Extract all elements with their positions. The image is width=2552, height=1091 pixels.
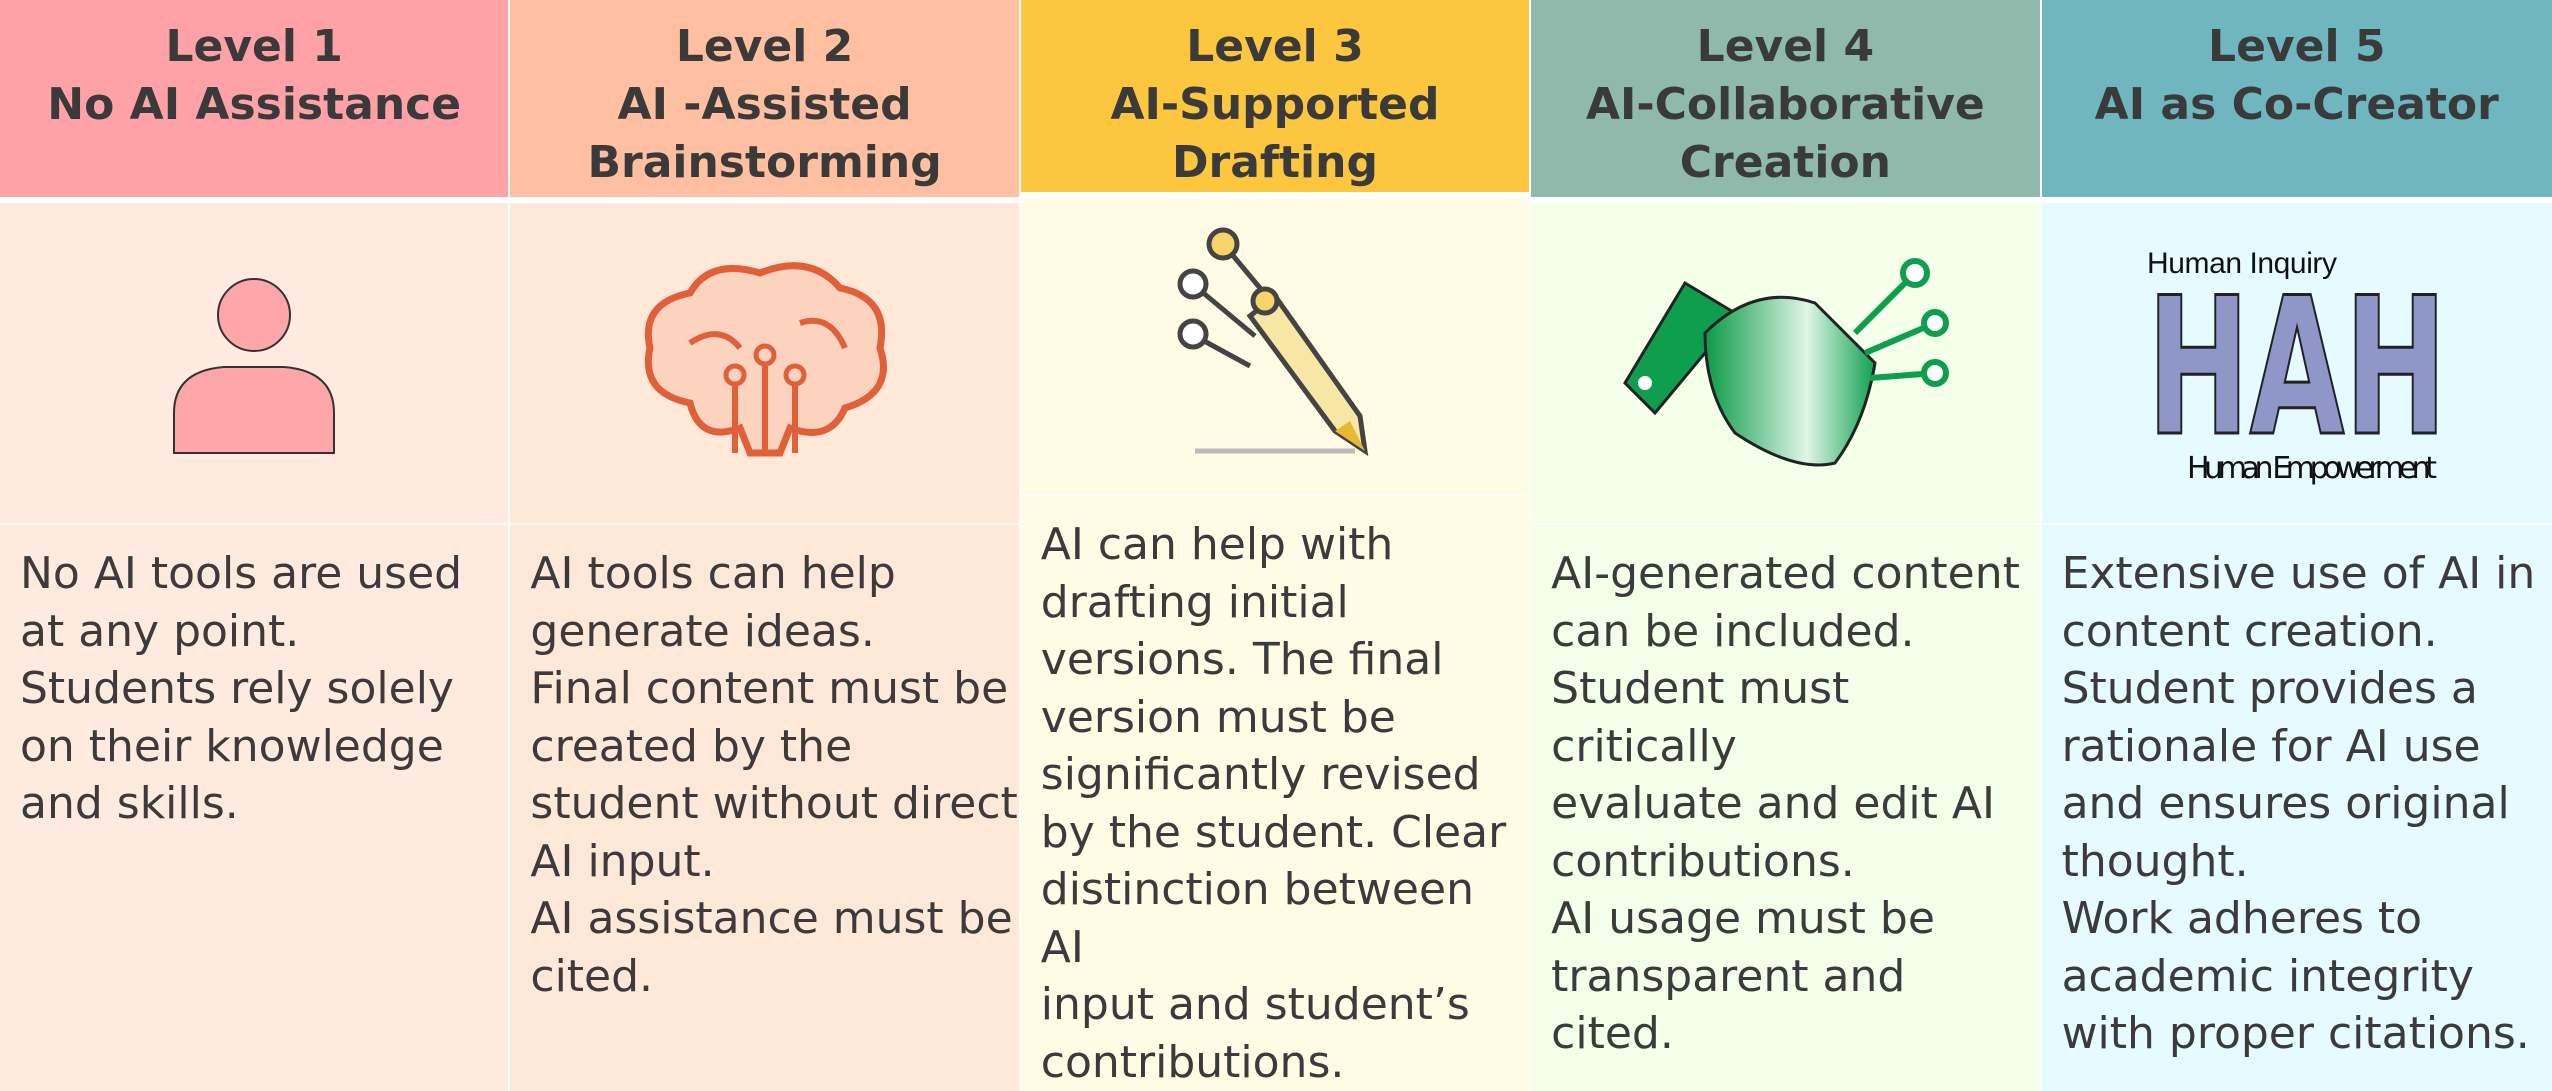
description-line: Student must critically	[1551, 663, 1850, 772]
level-icon	[0, 203, 509, 525]
level-header: Level 2 AI -Assisted Brainstorming	[510, 0, 1019, 203]
description-line: Students rely solely	[20, 663, 454, 714]
description-line: No AI tools are used	[20, 548, 463, 599]
level-column: Level 3 AI-Supported Drafting AI can help w…	[1020, 0, 1532, 1091]
description-line: distinction between AI	[1040, 864, 1474, 973]
level-title: Creation	[1679, 137, 1891, 188]
description-line: AI can help with	[1040, 519, 1394, 570]
description-line: drafting initial	[1040, 576, 1349, 628]
level-title: AI as Co-Creator	[2094, 79, 2499, 130]
level-description: AI tools can help generate ideas. Final co…	[510, 525, 1019, 1091]
description-line: and skills.	[20, 778, 239, 829]
description-line: by the student. Clear	[1040, 806, 1507, 858]
description-line: cited.	[530, 950, 654, 1002]
description-line: evaluate and edit AI	[1551, 778, 1995, 829]
description-line: significantly revised	[1040, 749, 1481, 800]
description-line: content creation.	[2061, 605, 2438, 657]
level-column: Level 5 AI as Co-Creator Human Inquiry HAH H…	[2041, 0, 2552, 1091]
description-line: AI tools can help	[530, 548, 896, 599]
description-line: contributions.	[1551, 835, 1855, 887]
level-title: AI -Assisted	[617, 79, 912, 130]
level-title: No AI Assistance	[47, 79, 462, 130]
level-description: AI can help with drafting initial versions…	[1020, 496, 1530, 1091]
level-description: No AI tools are used at any point. Student…	[0, 525, 509, 1091]
level-description: Extensive use of AI in content creation. S…	[2041, 525, 2552, 1091]
description-line: Final content must be	[530, 663, 1009, 714]
level-title: Drafting	[1171, 137, 1378, 188]
description-line: Extensive use of AI in	[2061, 548, 2536, 599]
level-title: AI-Supported	[1110, 79, 1440, 130]
level-number: Level 5	[2208, 21, 2386, 72]
level-title: AI-Collaborative	[1585, 79, 1985, 130]
description-line: created by the	[530, 720, 853, 772]
description-line: contributions.	[1040, 1036, 1345, 1088]
description-line: Student provides a	[2061, 663, 2478, 714]
description-line: rationale for AI use	[2061, 720, 2481, 772]
level-description: AI-generated content can be included. Stud…	[1531, 525, 2040, 1091]
description-line: can be included.	[1551, 605, 1915, 657]
description-line: on their knowledge	[20, 720, 444, 772]
icon-text: HAH	[2147, 257, 2447, 478]
description-line: input and student’s	[1040, 979, 1470, 1030]
level-header: Level 5 AI as Co-Creator	[2041, 0, 2552, 203]
icon-text: Human Inquiry	[2147, 247, 2337, 280]
description-line: versions. The final	[1040, 634, 1444, 685]
description-line: AI input.	[530, 835, 715, 887]
level-number: Level 3	[1186, 21, 1364, 72]
level-header: Level 4 AI-Collaborative Creation	[1531, 0, 2040, 203]
description-line: generate ideas.	[530, 605, 875, 657]
description-line: at any point.	[20, 605, 300, 657]
level-title: Brainstorming	[587, 137, 942, 188]
level-header: Level 3 AI-Supported Drafting	[1020, 0, 1530, 198]
level-icon	[1020, 198, 1530, 496]
description-line: version must be	[1040, 691, 1396, 743]
level-column: Level 4 AI-Collaborative Creation AI-genera…	[1531, 0, 2042, 1091]
level-number: Level 4	[1696, 21, 1875, 72]
level-icon	[1531, 203, 2040, 525]
description-line: transparent and cited.	[1551, 950, 1906, 1060]
description-line: student without direct	[530, 778, 1018, 829]
description-line: and ensures original	[2061, 778, 2510, 829]
description-line: AI assistance must be	[530, 893, 1013, 944]
level-number: Level 2	[675, 21, 854, 72]
level-icon	[510, 203, 1019, 525]
description-line: academic integrity	[2061, 950, 2474, 1002]
level-header: Level 1 No AI Assistance	[0, 0, 509, 203]
level-column: Level 1 No AI Assistance No AI tools are u…	[0, 0, 511, 1091]
level-column: Level 2 AI -Assisted Brainstorming AI tools…	[510, 0, 1021, 1091]
description-line: thought.	[2061, 835, 2249, 887]
description-line: Work adheres to	[2061, 893, 2423, 944]
description-line: with proper citations.	[2061, 1008, 2530, 1059]
description-line: AI-generated content	[1551, 548, 2020, 599]
icon-text: Human Empowerment	[2187, 451, 2437, 486]
level-number: Level 1	[165, 21, 343, 72]
description-line: AI usage must be	[1551, 893, 1935, 944]
level-icon: Human Inquiry HAH Human Empowerment	[2041, 203, 2552, 525]
